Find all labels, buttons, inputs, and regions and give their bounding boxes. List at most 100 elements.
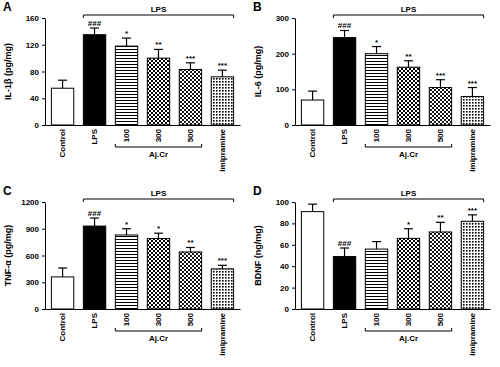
x-axis-line bbox=[296, 309, 491, 310]
group-bracket: Aj.Cr bbox=[365, 144, 451, 159]
x-tick-label: LPS bbox=[340, 312, 349, 328]
x-tick-label: 500 bbox=[186, 128, 195, 142]
error-bar-stem bbox=[440, 222, 441, 232]
y-tick-mark bbox=[292, 18, 295, 19]
y-tick-mark bbox=[42, 72, 45, 73]
bar bbox=[333, 38, 355, 125]
x-axis: ControlLPS100300500Imipramine bbox=[46, 125, 241, 172]
y-tick-mark bbox=[292, 309, 295, 310]
x-tick: Control bbox=[308, 125, 317, 157]
error-bar-stem bbox=[94, 28, 95, 35]
error-bar bbox=[468, 215, 477, 221]
bar bbox=[211, 269, 233, 309]
y-tick: 20 bbox=[280, 284, 295, 293]
panel-label: D bbox=[253, 184, 262, 198]
y-tick-label: 100 bbox=[276, 198, 290, 207]
x-tick-label: 100 bbox=[122, 128, 131, 142]
y-tick: 900 bbox=[26, 225, 45, 234]
marks bbox=[51, 28, 233, 125]
y-axis-title: IL-6 (pg/mg) bbox=[253, 46, 263, 98]
significance-label: * bbox=[125, 220, 129, 229]
bar bbox=[83, 35, 105, 125]
significance-label: ### bbox=[338, 21, 352, 30]
panel: AIL-1β (pg/mg)04080120160ControlLPS10030… bbox=[3, 0, 241, 172]
error-bar bbox=[186, 63, 195, 70]
panel: BIL-6 (pg/mg)0100200300ControlLPS1003005… bbox=[253, 0, 491, 172]
error-bar-stem bbox=[94, 218, 95, 226]
x-tick: 300 bbox=[154, 309, 163, 326]
y-tick: 600 bbox=[26, 252, 45, 261]
error-bar bbox=[154, 233, 163, 238]
x-tick-label: Control bbox=[308, 313, 317, 341]
error-bar bbox=[372, 47, 381, 54]
bar bbox=[147, 58, 169, 125]
x-tick-label: 100 bbox=[372, 312, 381, 326]
significance-label: ### bbox=[88, 19, 102, 28]
error-bar-stem bbox=[344, 30, 345, 37]
y-tick-label: 160 bbox=[26, 14, 40, 23]
x-tick: 100 bbox=[372, 125, 381, 142]
significance-label: ** bbox=[405, 52, 412, 61]
bar bbox=[429, 232, 451, 309]
bracket-line bbox=[333, 199, 483, 202]
y-tick-label: 0 bbox=[285, 305, 290, 314]
group-bracket: Aj.Cr bbox=[115, 144, 201, 159]
error-bar bbox=[218, 265, 227, 269]
error-bar bbox=[218, 70, 227, 77]
y-tick-label: 0 bbox=[35, 305, 40, 314]
error-bar-stem bbox=[376, 47, 377, 54]
figure: AIL-1β (pg/mg)04080120160ControlLPS10030… bbox=[0, 0, 500, 367]
significance-label: ### bbox=[88, 209, 102, 218]
bar bbox=[51, 88, 73, 125]
y-tick: 300 bbox=[276, 14, 295, 23]
group-bracket: Aj.Cr bbox=[115, 328, 201, 343]
x-tick-label: 300 bbox=[404, 312, 413, 326]
y-tick: 100 bbox=[276, 198, 295, 207]
x-tick: 300 bbox=[154, 125, 163, 142]
y-tick-label: 120 bbox=[26, 41, 40, 50]
x-tick-label: Imipramine bbox=[468, 128, 477, 171]
significance-label: *** bbox=[468, 79, 478, 88]
error-bar bbox=[404, 61, 413, 67]
y-tick-label: 80 bbox=[30, 68, 39, 77]
y-tick-mark bbox=[42, 256, 45, 257]
y-tick-label: 200 bbox=[276, 50, 290, 59]
x-tick-label: 300 bbox=[404, 128, 413, 142]
x-tick: Imipramine bbox=[218, 309, 227, 356]
y-tick-label: 40 bbox=[280, 262, 289, 271]
marks bbox=[51, 218, 233, 309]
x-tick-label: LPS bbox=[90, 312, 99, 328]
x-tick-label: Imipramine bbox=[218, 128, 227, 171]
error-bar-stem bbox=[126, 38, 127, 46]
x-tick: Imipramine bbox=[468, 125, 477, 172]
significance-label: ### bbox=[338, 239, 352, 248]
panel-label: B bbox=[253, 0, 262, 14]
error-bar-cap bbox=[58, 267, 67, 268]
y-axis-line bbox=[45, 203, 46, 310]
y-tick: 0 bbox=[35, 305, 45, 314]
y-tick: 0 bbox=[285, 305, 295, 314]
x-tick: 500 bbox=[436, 309, 445, 326]
error-bar-stem bbox=[312, 91, 313, 100]
y-tick: 60 bbox=[280, 241, 295, 250]
y-tick-label: 600 bbox=[26, 252, 40, 261]
x-tick: 500 bbox=[186, 125, 195, 142]
y-tick: 100 bbox=[276, 85, 295, 94]
bracket-line bbox=[365, 328, 451, 331]
x-tick-label: Imipramine bbox=[468, 312, 477, 355]
group-bracket: LPS bbox=[333, 189, 483, 202]
error-bar bbox=[308, 204, 317, 211]
error-bar bbox=[90, 28, 99, 35]
significance-label: * bbox=[157, 224, 161, 233]
error-bar-stem bbox=[222, 70, 223, 77]
bracket-label: LPS bbox=[401, 189, 417, 198]
bracket-line bbox=[365, 144, 451, 147]
x-tick: 500 bbox=[186, 309, 195, 326]
bar bbox=[115, 46, 137, 125]
y-tick: 40 bbox=[280, 262, 295, 271]
error-bar-stem bbox=[408, 229, 409, 239]
error-bar-stem bbox=[472, 215, 473, 221]
error-bar-stem bbox=[376, 242, 377, 249]
y-tick: 160 bbox=[26, 14, 45, 23]
y-tick-label: 900 bbox=[26, 225, 40, 234]
